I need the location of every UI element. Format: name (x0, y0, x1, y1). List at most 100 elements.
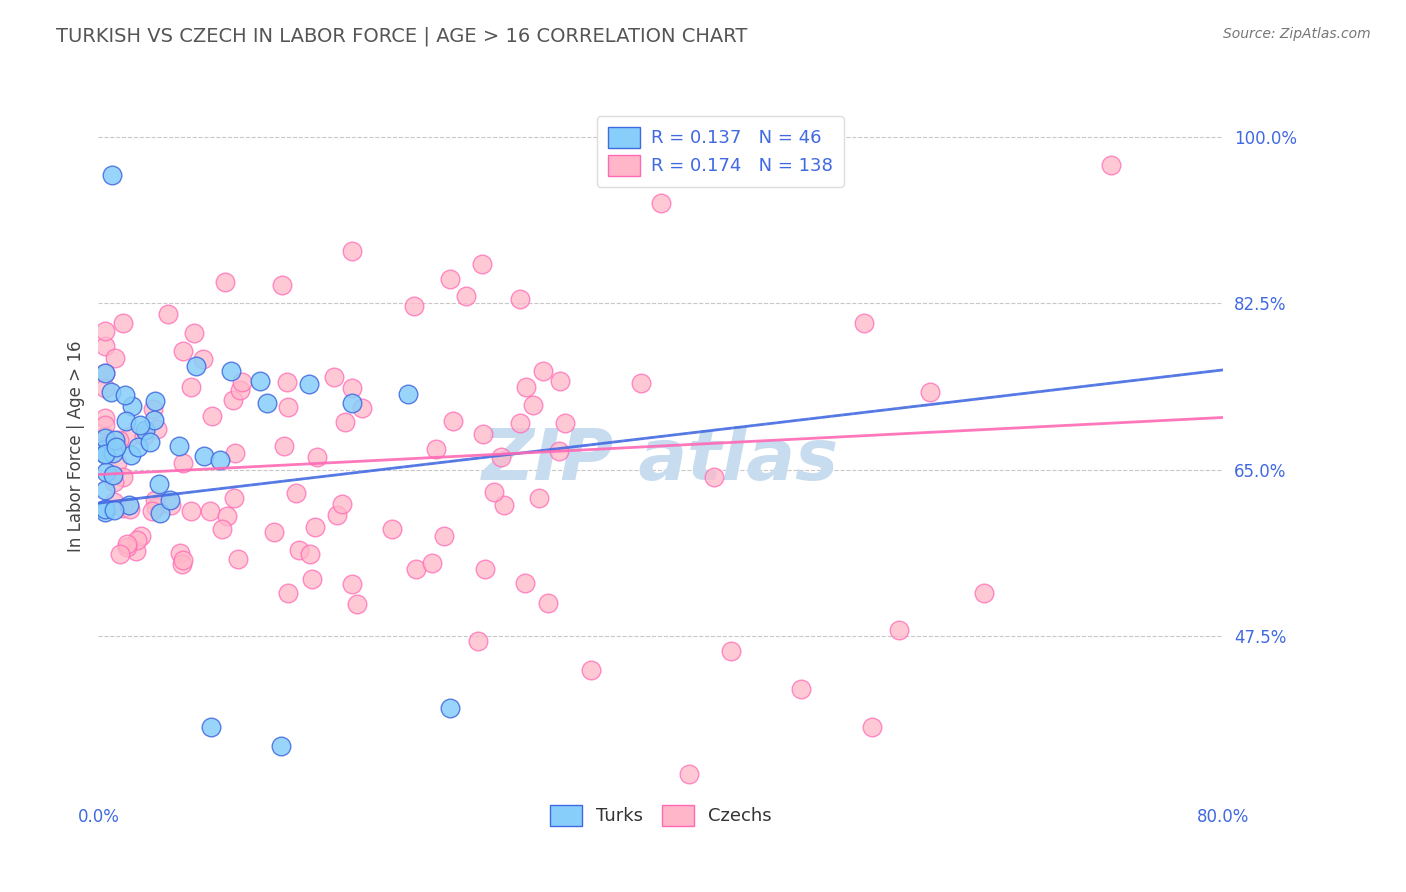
Point (94, 483, 117, 498)
Point (193, 352, 215, 367)
Point (100, 384, 122, 399)
Point (146, 422, 169, 436)
Point (277, 586, 299, 600)
Point (209, 453, 232, 467)
Point (471, 257, 494, 271)
Point (172, 456, 194, 470)
Point (200, 720, 222, 734)
Point (405, 562, 427, 576)
Point (441, 414, 464, 428)
Text: TURKISH VS CZECH IN LABOR FORCE | AGE > 16 CORRELATION CHART: TURKISH VS CZECH IN LABOR FORCE | AGE > … (56, 27, 748, 46)
Point (159, 493, 181, 508)
Point (513, 576, 536, 591)
Point (103, 475, 125, 489)
Y-axis label: In Labor Force | Age > 16: In Labor Force | Age > 16 (66, 340, 84, 552)
Point (101, 446, 124, 460)
Point (201, 409, 224, 424)
Legend: Turks, Czechs: Turks, Czechs (543, 797, 779, 833)
Point (492, 498, 515, 512)
Point (720, 644, 742, 658)
Point (156, 308, 179, 322)
Point (94, 442, 117, 456)
Point (124, 543, 146, 558)
Point (101, 168, 124, 182)
Point (118, 502, 141, 516)
Point (111, 500, 134, 515)
Point (184, 359, 207, 373)
Point (118, 498, 141, 512)
Point (94, 324, 117, 338)
Point (703, 469, 725, 483)
Point (214, 275, 236, 289)
Text: Source: ZipAtlas.com: Source: ZipAtlas.com (1223, 27, 1371, 41)
Point (94, 431, 117, 445)
Point (134, 429, 156, 443)
Point (198, 504, 221, 518)
Point (172, 558, 194, 572)
Point (467, 634, 489, 648)
Point (474, 562, 496, 576)
Point (229, 383, 252, 397)
Point (94, 417, 117, 432)
Point (630, 376, 652, 391)
Point (94, 447, 117, 461)
Point (288, 543, 311, 558)
Point (224, 446, 246, 460)
Point (342, 381, 364, 395)
Point (117, 536, 139, 550)
Point (456, 289, 478, 303)
Point (134, 423, 156, 437)
Point (425, 442, 447, 457)
Point (149, 506, 172, 520)
Point (103, 495, 125, 509)
Point (790, 681, 813, 696)
Point (115, 413, 138, 427)
Point (491, 450, 513, 464)
Point (160, 498, 183, 512)
Point (167, 440, 190, 454)
Point (105, 456, 128, 470)
Point (340, 577, 363, 591)
Point (973, 586, 995, 600)
Point (579, 663, 602, 677)
Point (307, 450, 329, 465)
Point (183, 326, 205, 340)
Point (172, 343, 194, 358)
Point (94, 446, 117, 460)
Point (304, 519, 326, 533)
Point (104, 440, 127, 454)
Point (111, 470, 134, 484)
Point (529, 491, 551, 505)
Point (221, 393, 243, 408)
Point (509, 292, 531, 306)
Point (180, 379, 202, 393)
Point (94, 429, 117, 443)
Point (340, 396, 363, 410)
Point (650, 196, 672, 211)
Point (285, 486, 308, 500)
Point (298, 547, 321, 561)
Point (231, 375, 253, 389)
Point (172, 552, 194, 566)
Point (402, 299, 425, 313)
Point (346, 597, 368, 611)
Point (548, 374, 571, 388)
Point (145, 500, 167, 514)
Point (522, 398, 544, 412)
Point (249, 374, 271, 388)
Point (94, 366, 117, 380)
Point (104, 434, 127, 448)
Point (193, 450, 215, 464)
Point (271, 278, 294, 293)
Point (125, 533, 148, 548)
Point (101, 468, 124, 483)
Point (270, 739, 292, 753)
Point (141, 504, 163, 518)
Point (920, 384, 942, 399)
Point (211, 522, 233, 536)
Point (439, 272, 461, 286)
Point (94, 381, 117, 395)
Point (169, 546, 191, 560)
Point (94, 502, 117, 516)
Point (396, 386, 419, 401)
